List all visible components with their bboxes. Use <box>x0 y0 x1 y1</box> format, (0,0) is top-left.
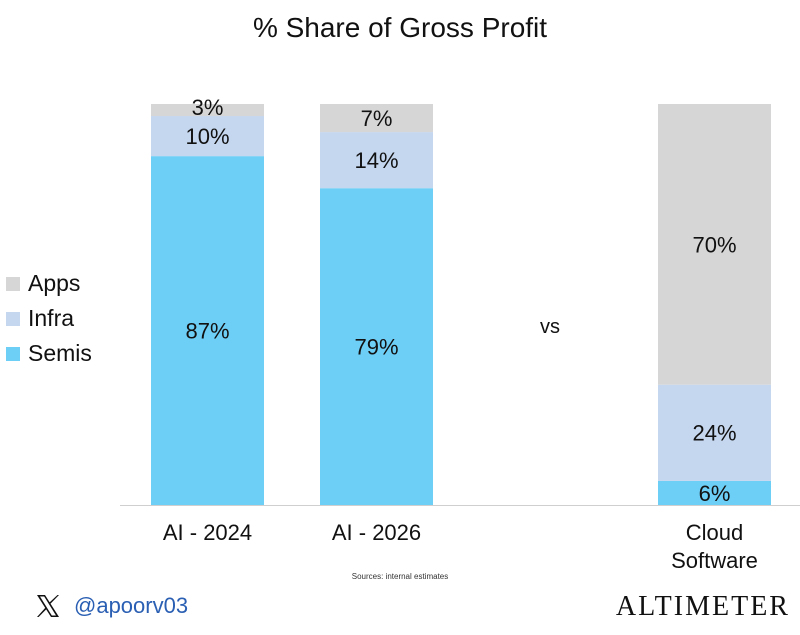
legend: Apps Infra Semis <box>6 266 92 371</box>
legend-label-infra: Infra <box>28 305 75 331</box>
data-label-infra-1: 14% <box>354 148 398 173</box>
x-tick-label-1: AI - 2026 <box>332 520 421 545</box>
bar-infra-1 <box>320 132 433 189</box>
x-tick-label-2-line1: Software <box>671 548 758 573</box>
bar-apps-1 <box>320 104 433 133</box>
data-label-apps-2: 70% <box>692 232 736 257</box>
bar-semis-1 <box>320 188 433 505</box>
legend-swatch-infra <box>6 311 20 326</box>
x-tick-label-0: AI - 2024 <box>163 520 252 545</box>
legend-label-semis: Semis <box>28 340 92 366</box>
legend-swatch-semis <box>6 346 20 361</box>
x-logo-icon <box>37 595 59 617</box>
bar-infra-2 <box>658 384 771 481</box>
data-label-semis-2: 6% <box>699 481 731 506</box>
legend-item-infra: Infra <box>6 301 92 336</box>
data-label-apps-1: 7% <box>361 106 393 131</box>
bar-apps-0 <box>151 104 264 117</box>
source-note: Sources: internal estimates <box>351 572 449 581</box>
data-label-apps-0: 3% <box>192 95 224 120</box>
bar-semis-2 <box>658 480 771 505</box>
data-label-semis-0: 87% <box>185 318 229 343</box>
brand-logo: ALTIMETER <box>615 591 790 622</box>
handle-text[interactable]: @apoorv03 <box>74 593 189 618</box>
bar-apps-2 <box>658 104 771 385</box>
vs-annotation: vs <box>540 316 560 338</box>
x-tick-label-2-line0: Cloud <box>686 520 743 545</box>
legend-item-semis: Semis <box>6 336 92 371</box>
data-label-infra-0: 10% <box>185 124 229 149</box>
bar-infra-0 <box>151 116 264 157</box>
bar-semis-0 <box>151 156 264 505</box>
chart-title: % Share of Gross Profit <box>252 12 548 43</box>
data-label-semis-1: 79% <box>354 335 398 360</box>
legend-item-apps: Apps <box>6 266 92 301</box>
social-handle[interactable]: @apoorv03 <box>34 592 188 620</box>
legend-swatch-apps <box>6 276 20 291</box>
legend-label-apps: Apps <box>28 270 81 296</box>
data-label-infra-2: 24% <box>692 421 736 446</box>
